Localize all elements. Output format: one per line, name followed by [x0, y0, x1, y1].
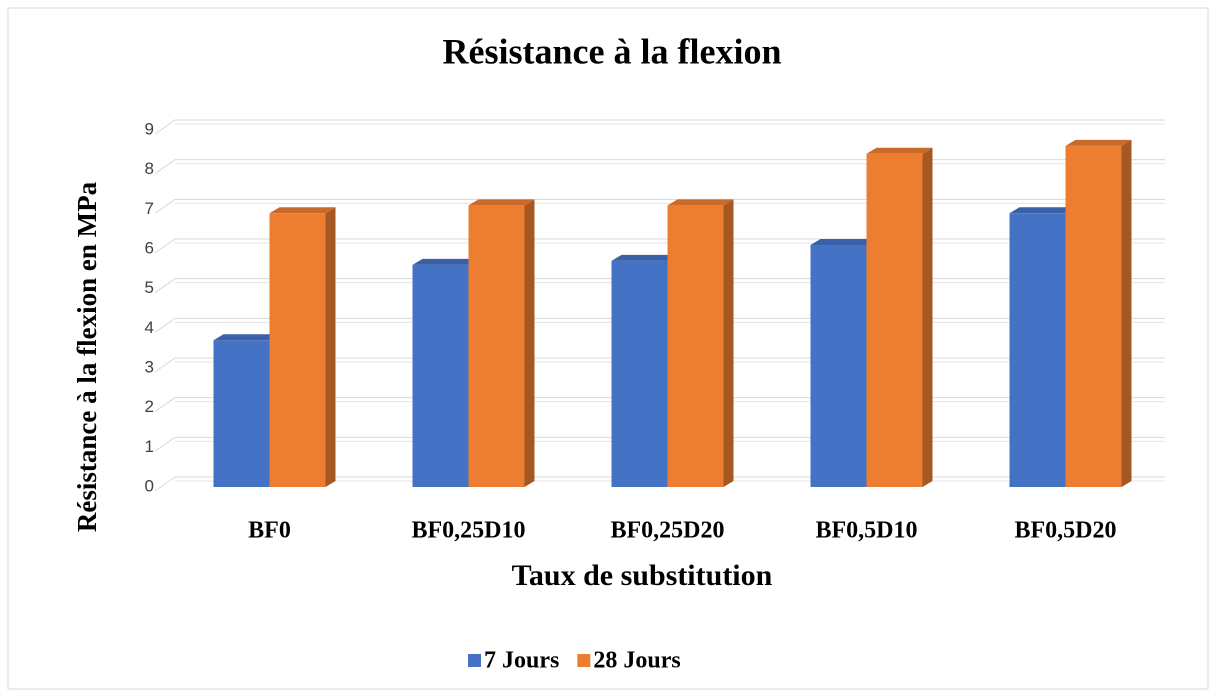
bar-front [667, 205, 724, 487]
chart-title: Résistance à la flexion [443, 31, 782, 71]
y-tick-label: 4 [145, 318, 154, 337]
bar-top [1065, 139, 1132, 146]
legend-label: 28 Jours [593, 648, 680, 674]
bar [468, 199, 535, 487]
grid-line [154, 159, 1165, 175]
bar-top [1009, 207, 1076, 214]
bar-front [213, 340, 270, 487]
bar-top [269, 207, 336, 214]
y-axis-title: Résistance à la flexion en MPa [72, 181, 102, 532]
y-tick-label: 8 [145, 159, 154, 178]
legend-swatch [468, 654, 481, 667]
y-tick-label: 3 [145, 357, 154, 376]
bar [269, 207, 336, 488]
legend-swatch [577, 654, 591, 667]
bar-side [524, 199, 535, 487]
grid-line [154, 198, 1165, 214]
bar [1065, 139, 1132, 487]
y-tick-label: 2 [145, 397, 154, 416]
bar-front [269, 213, 326, 488]
bar-top [866, 147, 933, 154]
y-tick-label: 0 [145, 476, 154, 495]
bar-top [667, 199, 734, 206]
bar-front [412, 264, 469, 487]
bar-front [1065, 145, 1122, 487]
bar [866, 147, 933, 488]
x-axis-title: Taux de substitution [512, 559, 773, 592]
bar-front [611, 260, 668, 487]
bar-side [325, 207, 336, 488]
bar-front [1009, 213, 1066, 488]
legend-label: 7 Jours [484, 648, 559, 674]
bar-top [412, 258, 479, 265]
bar-side [922, 147, 933, 488]
y-tick-label: 7 [145, 199, 154, 218]
y-tick-label: 9 [145, 119, 154, 138]
bar-front [468, 205, 525, 487]
bar-top [213, 334, 280, 341]
y-tick-label: 6 [145, 238, 154, 257]
chart-border [7, 7, 1209, 690]
bar-front [866, 153, 923, 488]
bar-top [611, 254, 678, 261]
bar-side [723, 199, 734, 487]
bar [667, 199, 734, 487]
x-tick-label: BF0,25D20 [611, 518, 725, 544]
bar-front [810, 245, 867, 487]
y-tick-label: 1 [145, 437, 154, 456]
grid-line [154, 119, 1165, 135]
x-tick-label: BF0,25D10 [412, 518, 526, 544]
x-tick-label: BF0 [248, 518, 291, 544]
x-tick-label: BF0,5D20 [1015, 518, 1117, 544]
x-tick-label: BF0,5D10 [816, 518, 918, 544]
bar-side [1121, 139, 1132, 487]
bar-top [468, 199, 535, 206]
bar-top [810, 239, 877, 246]
grid-line [154, 238, 1165, 254]
y-tick-label: 5 [145, 278, 154, 297]
